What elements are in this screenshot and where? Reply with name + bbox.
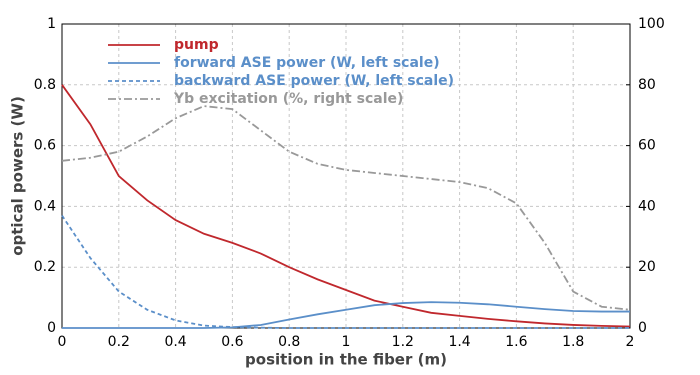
series-line xyxy=(61,84,631,328)
x-tick-label: 0.6 xyxy=(221,334,243,350)
x-tick-label: 0.2 xyxy=(108,334,130,350)
legend-label: pump xyxy=(174,37,219,53)
x-tick-label: 0.4 xyxy=(164,334,186,350)
y-tick-label: 0.8 xyxy=(34,77,56,93)
y2-tick-label: 80 xyxy=(638,77,656,93)
y-tick-label: 0.6 xyxy=(34,138,56,154)
y2-tick-label: 0 xyxy=(638,320,647,336)
series-line xyxy=(61,105,631,311)
x-axis-label: position in the fiber (m) xyxy=(245,351,447,369)
y2-tick-label: 40 xyxy=(638,198,656,214)
x-tick-label: 2 xyxy=(626,334,635,350)
x-tick-label: 0.8 xyxy=(278,334,300,350)
y2-tick-label: 20 xyxy=(638,259,656,275)
x-tick-label: 1.4 xyxy=(448,334,470,350)
x-tick-label: 0 xyxy=(58,334,67,350)
legend-label: forward ASE power (W, left scale) xyxy=(174,55,440,71)
x-tick-label: 1.6 xyxy=(505,334,527,350)
legend-label: backward ASE power (W, left scale) xyxy=(174,73,454,89)
y-tick-label: 1 xyxy=(47,16,56,32)
y2-tick-label: 100 xyxy=(638,16,665,32)
series-line xyxy=(61,215,630,329)
y-tick-label: 0 xyxy=(47,320,56,336)
x-tick-label: 1 xyxy=(342,334,351,350)
y-tick-label: 0.4 xyxy=(34,198,56,214)
x-tick-label: 1.2 xyxy=(392,334,414,350)
y2-tick-label: 60 xyxy=(638,138,656,154)
series-line xyxy=(62,301,630,329)
y-tick-label: 0.2 xyxy=(34,259,56,275)
x-tick-label: 1.8 xyxy=(562,334,584,350)
legend-label: Yb excitation (%, right scale) xyxy=(173,91,403,107)
y-axis-label: optical powers (W) xyxy=(9,96,27,256)
